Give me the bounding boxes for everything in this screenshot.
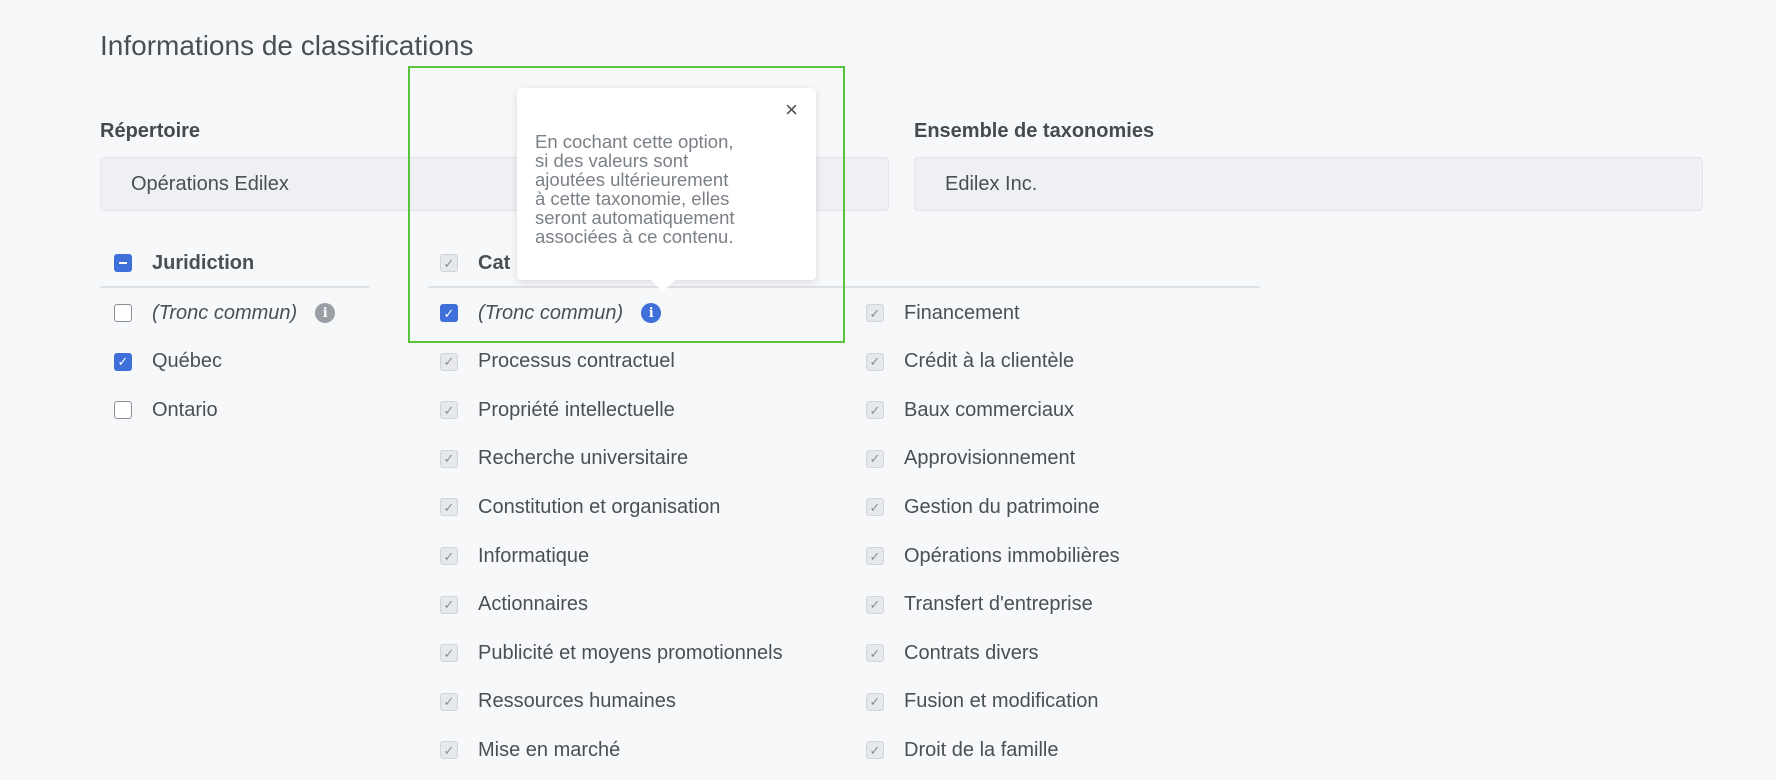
checkbox-item[interactable]: ✓ Ressources humaines <box>440 687 676 717</box>
tooltip-line: si des valeurs sont <box>535 150 689 171</box>
juridiction-header-label: Juridiction <box>152 251 255 274</box>
checkbox-label: Ontario <box>152 398 218 421</box>
tooltip-text: En cochant cette option, si des valeurs … <box>535 132 798 246</box>
categorie-header: ✓ Cat <box>440 248 510 278</box>
checkbox[interactable]: ✓ <box>440 741 458 760</box>
checkbox-label: Opérations immobilières <box>904 544 1120 567</box>
checkbox[interactable]: ✓ <box>440 692 458 711</box>
checkbox[interactable]: ✓ <box>440 547 458 565</box>
checkbox-label: Recherche universitaire <box>478 447 689 470</box>
checkbox[interactable]: ✓ <box>440 644 458 663</box>
checkbox-label: Actionnaires <box>478 593 589 616</box>
checkbox-label: Processus contractuel <box>478 350 675 373</box>
checkbox-label: Contrats divers <box>904 641 1039 664</box>
checkbox-item[interactable]: ✓ Approvisionnement <box>866 444 1075 474</box>
repertoire-label: Répertoire <box>100 120 201 142</box>
info-icon[interactable]: i <box>315 303 336 323</box>
divider <box>100 286 369 288</box>
checkbox-label: Québec <box>152 350 223 373</box>
checkbox-label: Baux commerciaux <box>904 398 1075 421</box>
checkbox[interactable]: ✓ <box>866 595 884 614</box>
checkbox-item[interactable]: ✓ Gestion du patrimoine <box>866 492 1100 522</box>
checkbox-label: (Tronc commun) <box>152 301 298 324</box>
ensemble-field[interactable]: Edilex Inc. <box>914 157 1703 211</box>
checkbox-item[interactable]: ✓ Mise en marché <box>440 735 620 765</box>
tooltip-line: à cette taxonomie, elles <box>535 188 730 209</box>
checkbox[interactable]: ✓ <box>866 352 884 371</box>
checkbox-item[interactable]: ✓ Droit de la famille <box>866 735 1059 765</box>
checkbox[interactable]: ✓ <box>866 692 884 711</box>
checkbox[interactable]: ✓ <box>440 401 458 420</box>
checkbox[interactable]: ✓ <box>866 644 884 663</box>
tooltip-line: associées à ce contenu. <box>535 226 734 247</box>
info-icon[interactable]: i <box>641 303 662 323</box>
checkbox-item[interactable]: ✓ Transfert d'entreprise <box>866 590 1093 620</box>
checkbox-item[interactable]: ✓ Québec <box>114 347 222 377</box>
checkbox-label: Propriété intellectuelle <box>478 398 675 421</box>
checkbox-label: Financement <box>904 301 1020 324</box>
checkbox-label: Constitution et organisation <box>478 495 721 518</box>
checkbox[interactable] <box>114 401 132 420</box>
checkbox-item[interactable]: ✓ Actionnaires <box>440 590 588 620</box>
checkbox[interactable]: ✓ <box>440 304 458 322</box>
checkbox[interactable]: ✓ <box>866 741 884 760</box>
checkbox-label: Mise en marché <box>478 738 621 761</box>
checkbox-label: (Tronc commun) <box>478 301 624 324</box>
checkbox-label: Publicité et moyens promotionnels <box>478 641 783 664</box>
checkbox-item[interactable]: ✓ Constitution et organisation <box>440 492 720 522</box>
checkbox-label: Approvisionnement <box>904 447 1076 470</box>
tooltip-arrow <box>651 280 675 292</box>
tooltip-line: seront automatiquement <box>535 207 735 228</box>
checkbox-item[interactable]: ✓ Propriété intellectuelle <box>440 395 675 425</box>
checkbox-item[interactable]: ✓ (Tronc commun) i <box>440 298 662 328</box>
checkbox[interactable] <box>114 304 132 322</box>
checkbox[interactable]: ✓ <box>440 352 458 371</box>
checkbox[interactable]: ✓ <box>440 449 458 468</box>
juridiction-header: Juridiction <box>114 248 254 278</box>
checkbox-item[interactable]: ✓ Informatique <box>440 541 589 571</box>
categorie-select-all-checkbox[interactable]: ✓ <box>440 254 458 272</box>
checkbox-label: Gestion du patrimoine <box>904 495 1100 518</box>
checkbox[interactable]: ✓ <box>866 547 884 565</box>
checkbox-item[interactable]: ✓ Baux commerciaux <box>866 395 1074 425</box>
checkbox[interactable]: ✓ <box>440 498 458 517</box>
checkbox-item[interactable]: ✓ Financement <box>866 298 1020 328</box>
checkbox-item[interactable]: ✓ Crédit à la clientèle <box>866 347 1074 377</box>
checkbox[interactable]: ✓ <box>866 401 884 420</box>
checkbox[interactable]: ✓ <box>866 449 884 468</box>
checkbox-label: Informatique <box>478 544 590 567</box>
checkbox-label: Crédit à la clientèle <box>904 350 1075 373</box>
close-icon[interactable]: × <box>785 97 798 122</box>
checkbox-item[interactable]: ✓ Opérations immobilières <box>866 541 1120 571</box>
checkbox-label: Ressources humaines <box>478 690 676 713</box>
checkbox-item[interactable]: (Tronc commun) i <box>114 298 336 328</box>
checkbox[interactable]: ✓ <box>866 498 884 517</box>
checkbox-label: Fusion et modification <box>904 690 1099 713</box>
info-tooltip: × En cochant cette option, si des valeur… <box>517 88 816 292</box>
checkbox-label: Droit de la famille <box>904 738 1059 761</box>
checkbox-item[interactable]: ✓ Contrats divers <box>866 638 1039 668</box>
checkbox[interactable]: ✓ <box>114 352 132 371</box>
tooltip-line: En cochant cette option, <box>535 131 734 152</box>
checkbox[interactable]: ✓ <box>866 304 884 322</box>
juridiction-select-all-checkbox[interactable] <box>114 254 132 272</box>
tooltip-line: ajoutées ultérieurement <box>535 169 729 190</box>
checkbox-item[interactable]: ✓ Processus contractuel <box>440 347 675 377</box>
checkbox-item[interactable]: ✓ Recherche universitaire <box>440 444 688 474</box>
ensemble-label: Ensemble de taxonomies <box>914 120 1155 142</box>
checkbox-label: Transfert d'entreprise <box>904 593 1093 616</box>
checkbox-item[interactable]: ✓ Publicité et moyens promotionnels <box>440 638 783 668</box>
categorie-header-label: Cat <box>478 251 511 274</box>
checkbox[interactable]: ✓ <box>440 595 458 614</box>
divider <box>428 286 1260 288</box>
section-title: Informations de classifications <box>100 30 474 61</box>
checkbox-item[interactable]: ✓ Fusion et modification <box>866 687 1099 717</box>
checkbox-item[interactable]: Ontario <box>114 395 218 425</box>
